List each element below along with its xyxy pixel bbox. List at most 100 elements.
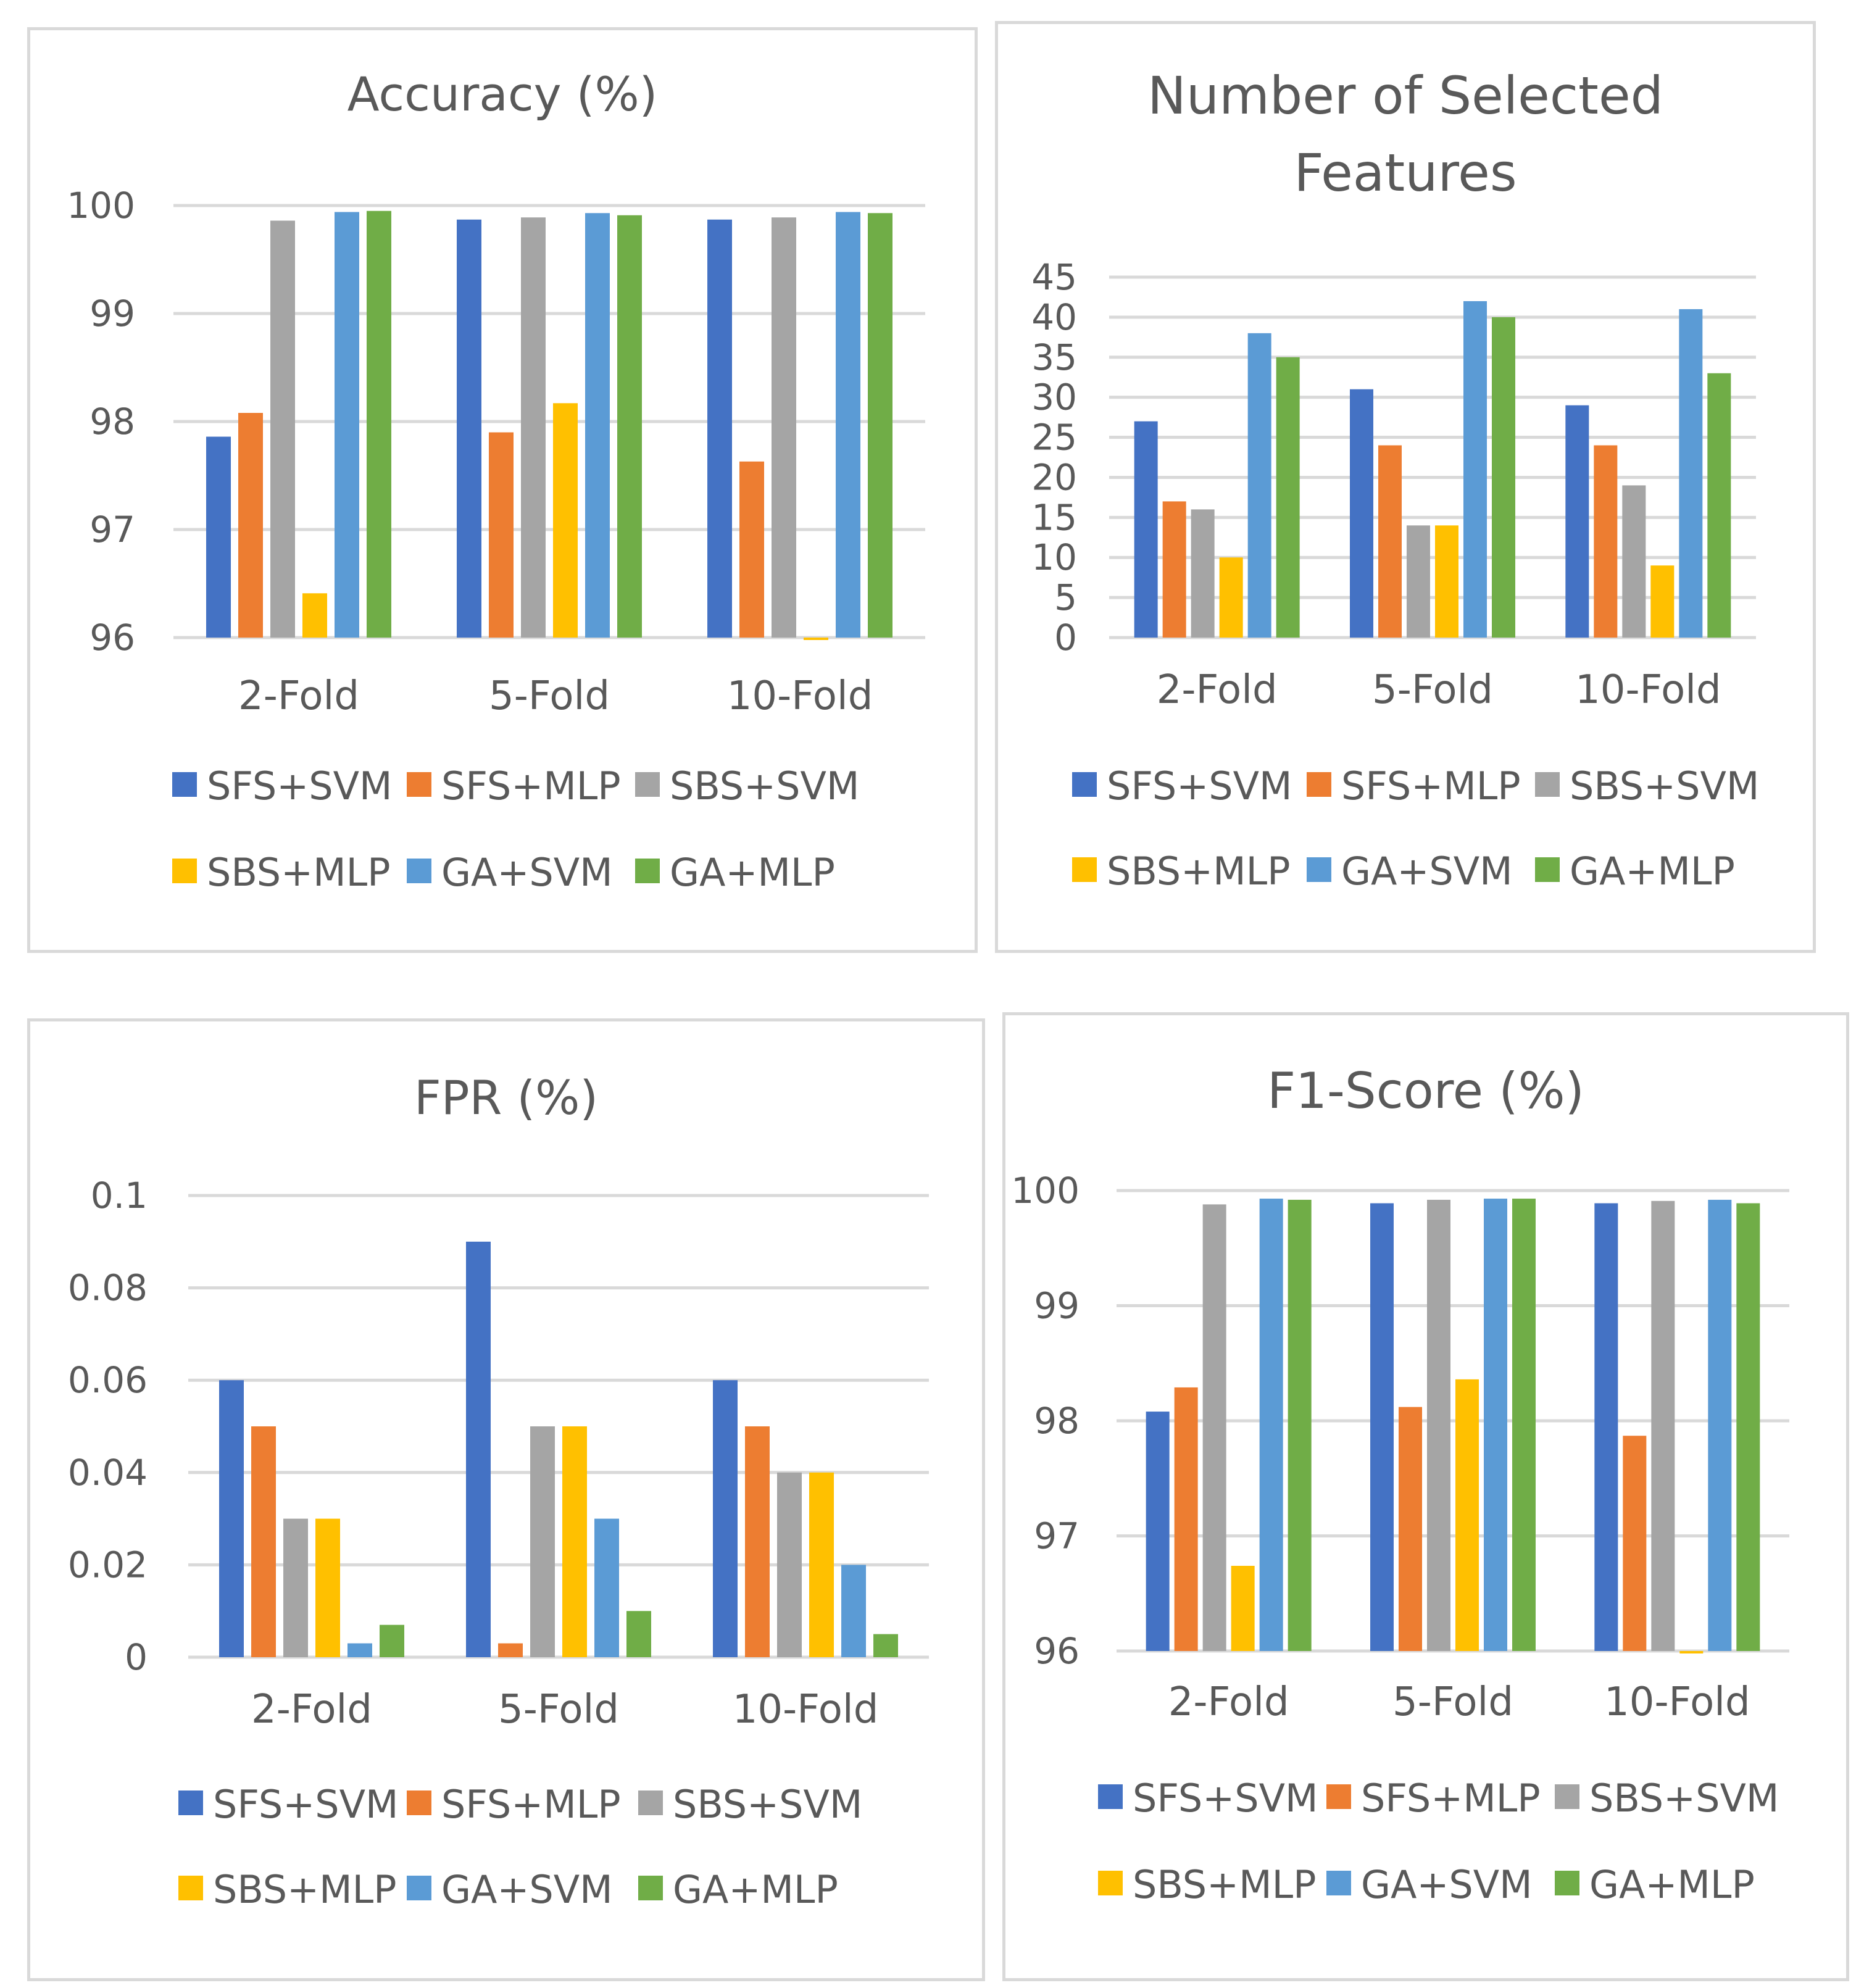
legend-label-ga-mlp: GA+MLP — [1589, 1862, 1755, 1907]
x-category-label: 10-Fold — [733, 1687, 879, 1732]
bar-ga-mlp-2-fold — [1276, 357, 1300, 638]
bar-sfs-mlp-5-fold — [1399, 1407, 1422, 1651]
bar-sfs-svm-10-fold — [1594, 1203, 1618, 1651]
x-category-label: 2-Fold — [238, 673, 359, 719]
x-category-label: 5-Fold — [1392, 1679, 1513, 1725]
bar-sbs-mlp-10-fold — [1679, 1651, 1704, 1653]
legend-swatch-sfs-svm — [172, 772, 197, 797]
x-category-label: 2-Fold — [1168, 1679, 1289, 1725]
legend-label-ga-svm: GA+SVM — [441, 850, 613, 895]
legend-swatch-ga-svm — [407, 1876, 431, 1900]
legend-swatch-sbs-mlp — [178, 1876, 203, 1900]
bar-ga-mlp-10-fold — [1736, 1203, 1760, 1651]
y-tick-label: 0.1 — [91, 1175, 148, 1217]
bar-sfs-mlp-2-fold — [251, 1426, 276, 1657]
legend-swatch-sbs-svm — [638, 1790, 663, 1815]
bar-sfs-svm-5-fold — [1350, 389, 1373, 638]
bar-sbs-svm-2-fold — [1202, 1204, 1226, 1651]
bar-ga-svm-10-fold — [1708, 1199, 1732, 1651]
legend-label-sbs-svm: SBS+SVM — [1570, 763, 1759, 809]
legend-swatch-ga-mlp — [638, 1876, 663, 1900]
y-tick-label: 0.08 — [68, 1267, 148, 1309]
bar-sfs-svm-2-fold — [1146, 1412, 1170, 1651]
legend-label-ga-svm: GA+SVM — [1361, 1862, 1533, 1907]
bar-sfs-mlp-10-fold — [745, 1426, 770, 1657]
legend-label-sbs-mlp: SBS+MLP — [207, 850, 391, 895]
legend-swatch-sfs-svm — [1072, 772, 1097, 797]
bar-sbs-svm-10-fold — [777, 1472, 802, 1657]
bar-ga-mlp-5-fold — [1512, 1199, 1536, 1651]
bar-sbs-svm-5-fold — [530, 1426, 555, 1657]
legend-swatch-sfs-svm — [178, 1790, 203, 1815]
bar-sbs-svm-2-fold — [283, 1518, 308, 1657]
legend-label-ga-mlp: GA+MLP — [673, 1867, 838, 1912]
legend-label-sfs-svm: SFS+SVM — [1133, 1776, 1318, 1821]
selected-features-chart-panel: Number of Selected Features 0 5 10 15 20 25 30 35… — [995, 21, 1816, 953]
bar-sfs-mlp-2-fold — [238, 413, 263, 638]
bar-sfs-svm-10-fold — [707, 219, 732, 638]
bar-sfs-svm-10-fold — [1565, 405, 1589, 638]
fpr-chart-panel: FPR (%) 0 0.02 0.04 0.06 0.08 0.1 2-Fold 5-Fold 1… — [27, 1018, 985, 1981]
bar-ga-svm-5-fold — [594, 1518, 619, 1657]
bar-sfs-mlp-10-fold — [1594, 445, 1618, 638]
bar-sbs-mlp-10-fold — [809, 1472, 834, 1657]
y-tick-label: 40 — [1031, 296, 1077, 338]
chart-title: F1-Score (%) — [1267, 1062, 1584, 1120]
y-tick-label: 35 — [1031, 336, 1077, 378]
bar-ga-svm-2-fold — [347, 1643, 372, 1657]
legend-label-sbs-mlp: SBS+MLP — [1107, 849, 1291, 894]
x-category-label: 2-Fold — [251, 1687, 372, 1732]
legend-label-sfs-svm: SFS+SVM — [213, 1782, 399, 1827]
legend-swatch-ga-svm — [1307, 857, 1331, 882]
bar-sbs-svm-2-fold — [1191, 509, 1215, 638]
bar-sfs-svm-5-fold — [466, 1241, 491, 1657]
bar-ga-svm-2-fold — [1247, 333, 1271, 638]
y-tick-label: 96 — [89, 617, 135, 659]
legend-label-ga-mlp: GA+MLP — [670, 850, 835, 895]
chart-svg: Number of Selected Features 05101520253035… — [1031, 65, 1759, 894]
y-tick-label: 97 — [89, 509, 135, 551]
legend-label-ga-mlp: GA+MLP — [1570, 849, 1735, 894]
bar-ga-svm-10-fold — [841, 1565, 866, 1657]
legend-label-sbs-mlp: SBS+MLP — [1133, 1862, 1317, 1907]
y-tick-label: 99 — [89, 293, 135, 335]
y-tick-label: 5 — [1054, 576, 1077, 618]
bar-ga-svm-5-fold — [1484, 1199, 1507, 1651]
bar-ga-mlp-5-fold — [626, 1611, 651, 1657]
bar-ga-svm-5-fold — [1463, 301, 1487, 638]
x-category-label: 5-Fold — [489, 673, 610, 719]
x-category-label: 2-Fold — [1157, 667, 1278, 713]
legend-label-sbs-svm: SBS+SVM — [673, 1782, 862, 1827]
bar-sfs-mlp-2-fold — [1174, 1387, 1198, 1651]
bar-ga-svm-10-fold — [1679, 309, 1703, 638]
y-tick-label: 0.02 — [68, 1544, 148, 1586]
legend-swatch-sbs-mlp — [1072, 857, 1097, 882]
bar-sbs-mlp-2-fold — [1219, 557, 1243, 638]
bar-ga-mlp-5-fold — [617, 215, 642, 638]
y-tick-label: 96 — [1034, 1630, 1080, 1672]
x-category-label: 10-Fold — [1575, 667, 1721, 713]
bar-sfs-svm-2-fold — [219, 1380, 244, 1657]
bar-sbs-mlp-2-fold — [315, 1518, 340, 1657]
legend-swatch-sbs-svm — [1535, 772, 1560, 797]
legend-label-sfs-svm: SFS+SVM — [1107, 763, 1292, 809]
x-category-label: 5-Fold — [498, 1687, 619, 1732]
y-tick-label: 98 — [89, 401, 135, 443]
legend-swatch-ga-mlp — [1535, 857, 1560, 882]
legend-swatch-sbs-mlp — [172, 859, 197, 883]
bar-sfs-mlp-5-fold — [489, 432, 514, 638]
bar-ga-svm-10-fold — [836, 212, 860, 638]
chart-title: Accuracy (%) — [347, 67, 658, 122]
accuracy-chart-panel: Accuracy (%) 96 97 98 99 100 2-Fold 5-Fold 10-Fo… — [27, 27, 978, 953]
chart-title: FPR (%) — [414, 1070, 598, 1125]
y-tick-label: 45 — [1031, 256, 1077, 298]
bar-sbs-svm-10-fold — [1622, 485, 1646, 638]
bar-sbs-mlp-5-fold — [1435, 525, 1458, 638]
legend-swatch-sfs-mlp — [407, 1790, 431, 1815]
bar-sfs-svm-5-fold — [1370, 1203, 1394, 1651]
bar-sfs-mlp-5-fold — [498, 1643, 523, 1657]
y-tick-label: 0 — [125, 1636, 148, 1678]
bar-sfs-mlp-2-fold — [1162, 501, 1186, 638]
bar-sfs-svm-10-fold — [713, 1380, 738, 1657]
bar-sfs-svm-5-fold — [457, 219, 481, 638]
